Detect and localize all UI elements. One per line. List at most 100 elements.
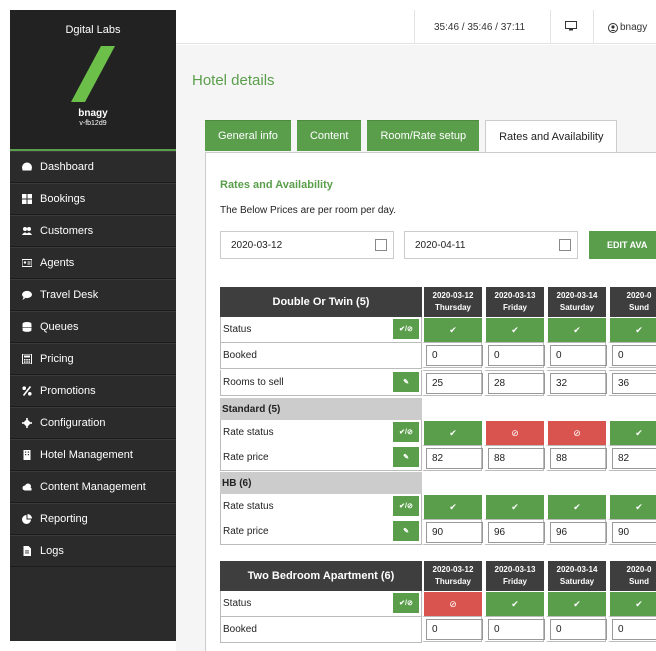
rate-plan-header-fill	[422, 472, 656, 494]
number-input-box	[550, 619, 607, 640]
sidebar-item-label: Dashboard	[40, 161, 94, 173]
edit-button[interactable]: ✎	[393, 521, 419, 541]
number-input-box	[550, 345, 607, 366]
header-date: 2020-0	[626, 291, 652, 300]
row-label-text: Status	[223, 324, 252, 335]
status-on-cell[interactable]: ✔	[608, 421, 656, 445]
booked-cell[interactable]: 0	[484, 342, 545, 368]
rate-price-cell[interactable]: 96	[484, 519, 545, 545]
sidebar-item-logs[interactable]: Logs	[10, 535, 176, 567]
cell-value: 0	[556, 349, 562, 361]
edit-availability-button[interactable]: EDIT AVA	[589, 231, 656, 259]
header-day: Thursday	[434, 577, 471, 586]
booked-cell[interactable]: 0	[608, 616, 656, 642]
sidebar-item-promotions[interactable]: Promotions	[10, 375, 176, 407]
date-from-field[interactable]: 2020-03-12	[220, 231, 394, 259]
rate-price-cell[interactable]: 82	[422, 445, 483, 471]
database-icon	[22, 322, 32, 332]
status-on-cell[interactable]: ✔	[608, 592, 656, 616]
edit-button[interactable]: ✎	[393, 447, 419, 467]
booked-cell[interactable]: 0	[608, 342, 656, 368]
sidebar-user-id: v-fb12d9	[79, 120, 107, 127]
sidebar-item-queues[interactable]: Queues	[10, 311, 176, 343]
status-on-cell[interactable]: ✔	[422, 421, 482, 445]
toggle-status-button[interactable]: ✔/⊘	[393, 496, 419, 516]
booked-cell[interactable]: 0	[546, 616, 607, 642]
status-on-cell[interactable]: ✔	[608, 495, 656, 519]
rate-price-cell[interactable]: 96	[546, 519, 607, 545]
status-off-cell[interactable]: ⊘	[484, 421, 544, 445]
row-label-text: Rate price	[223, 526, 269, 537]
sidebar-item-label: Customers	[40, 225, 94, 237]
tab-content[interactable]: Content	[296, 120, 362, 151]
sidebar-item-content-management[interactable]: Content Management	[10, 471, 176, 503]
booked-cell[interactable]: 0	[546, 342, 607, 368]
toggle-status-button[interactable]: ✔/⊘	[393, 593, 419, 613]
date-column-header: 2020-0 Sund	[608, 287, 656, 317]
edit-button[interactable]: ✎	[393, 372, 419, 392]
status-on-cell[interactable]: ✔	[484, 318, 544, 342]
tab-rates-and-availability[interactable]: Rates and Availability	[485, 120, 618, 153]
sidebar-item-label: Queues	[40, 321, 79, 333]
calendar-icon[interactable]	[375, 239, 387, 251]
booked-cell[interactable]: 0	[422, 342, 483, 368]
status-on-cell[interactable]: ✔	[422, 318, 482, 342]
status-on-cell[interactable]: ✔	[422, 495, 482, 519]
sidebar-item-reporting[interactable]: Reporting	[10, 503, 176, 535]
row-label: Status ✔/⊘	[220, 591, 422, 617]
status-on-cell[interactable]: ✔	[484, 495, 544, 519]
row-label-text: Rate price	[223, 452, 269, 463]
rate-price-cell[interactable]: 90	[608, 519, 656, 545]
room-type-header: Double Or Twin (5)	[220, 287, 422, 317]
rate-price-cell[interactable]: 88	[546, 445, 607, 471]
status-on-cell[interactable]: ✔	[484, 592, 544, 616]
rooms-to-sell-cell[interactable]: 28	[484, 370, 545, 396]
sidebar-item-pricing[interactable]: Pricing	[10, 343, 176, 375]
date-to-field[interactable]: 2020-04-11	[404, 231, 578, 259]
status-on-cell[interactable]: ✔	[608, 318, 656, 342]
rate-price-cell[interactable]: 88	[484, 445, 545, 471]
rooms-to-sell-cell[interactable]: 32	[546, 370, 607, 396]
sidebar-item-hotel-management[interactable]: Hotel Management	[10, 439, 176, 471]
sidebar-item-travel-desk[interactable]: Travel Desk	[10, 279, 176, 311]
tab-room-rate-setup[interactable]: Room/Rate setup	[367, 120, 480, 151]
toggle-status-button[interactable]: ✔/⊘	[393, 319, 419, 339]
row-label-text: Rate status	[223, 427, 274, 438]
tab-bar: General info Content Room/Rate setup Rat…	[205, 120, 623, 153]
price-note: The Below Prices are per room per day.	[220, 205, 397, 216]
status-on-cell[interactable]: ✔	[546, 592, 606, 616]
user-menu[interactable]: bnagy	[608, 22, 647, 33]
calendar-icon[interactable]	[559, 239, 571, 251]
sidebar-item-configuration[interactable]: Configuration	[10, 407, 176, 439]
brand-block: Dgital Labs bnagy v-fb12d9	[10, 10, 176, 151]
cell-value: 0	[432, 349, 438, 361]
sidebar-item-label: Content Management	[40, 481, 146, 493]
status-off-cell[interactable]: ⊘	[546, 421, 606, 445]
status-on-cell[interactable]: ✔	[546, 495, 606, 519]
status-off-cell[interactable]: ⊘	[422, 592, 482, 616]
topbar: 35:46 / 35:46 / 37:11 bnagy	[176, 10, 656, 44]
sidebar-item-agents[interactable]: Agents	[10, 247, 176, 279]
booked-cell[interactable]: 0	[484, 616, 545, 642]
date-column-header: 2020-03-12 Thursday	[422, 287, 482, 317]
rate-price-cell[interactable]: 82	[608, 445, 656, 471]
number-input-box	[488, 522, 545, 543]
sidebar-item-dashboard[interactable]: Dashboard	[10, 151, 176, 183]
sidebar: Dgital Labs bnagy v-fb12d9 Dashboard Book…	[10, 10, 176, 641]
rooms-to-sell-cell[interactable]: 25	[422, 370, 483, 396]
sidebar-item-bookings[interactable]: Bookings	[10, 183, 176, 215]
rates-table: Double Or Twin (5) 2020-03-12 Thursday 2020…	[220, 287, 656, 547]
header-date: 2020-03-12	[432, 565, 474, 574]
toggle-status-button[interactable]: ✔/⊘	[393, 422, 419, 442]
booked-cell[interactable]: 0	[422, 616, 483, 642]
sidebar-item-customers[interactable]: Customers	[10, 215, 176, 247]
monitor-icon[interactable]	[565, 21, 577, 31]
tab-general-info[interactable]: General info	[205, 120, 291, 151]
rate-price-cell[interactable]: 90	[422, 519, 483, 545]
sidebar-item-label: Hotel Management	[40, 449, 133, 461]
tab-panel: Rates and Availability The Below Prices …	[205, 152, 656, 651]
rooms-to-sell-cell[interactable]: 36	[608, 370, 656, 396]
cell-value: 90	[432, 526, 444, 538]
row-label: Booked	[220, 343, 422, 369]
status-on-cell[interactable]: ✔	[546, 318, 606, 342]
